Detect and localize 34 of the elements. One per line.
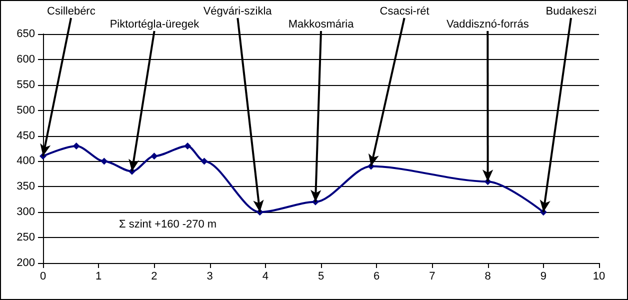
x-tick-label: 10 — [592, 270, 606, 282]
annotation: Csillebérc — [47, 6, 96, 18]
point — [200, 158, 208, 165]
point — [72, 142, 80, 150]
annotation: Budakeszi — [546, 6, 597, 18]
annotation: Σ szint +160 -270 m — [119, 218, 217, 230]
y-tick-label: 550 — [16, 78, 35, 91]
x-tick-label: 9 — [540, 270, 546, 282]
x-tick-label: 4 — [262, 270, 268, 282]
y-tick-label: 500 — [16, 104, 35, 116]
x-tick-label: 6 — [374, 270, 380, 282]
annotation: Végvári-szikla — [203, 6, 273, 18]
x-tick-label: 0 — [40, 270, 46, 282]
x-tick-label: 7 — [429, 270, 436, 282]
y-tick-label: 300 — [16, 206, 35, 218]
x-tick-label: 2 — [151, 270, 158, 282]
point — [184, 142, 192, 150]
y-tick-label: 250 — [16, 232, 35, 244]
annotation: Piktortégla-üregek — [110, 18, 200, 31]
y-tick-label: 600 — [16, 53, 35, 66]
x-tick-label: 5 — [318, 270, 324, 282]
y-tick-label: 200 — [16, 257, 35, 269]
y-tick-label: 650 — [16, 28, 35, 40]
y-tick-label: 450 — [16, 130, 35, 142]
x-tick-label: 1 — [96, 270, 102, 282]
annotation: Makkosmária — [288, 18, 355, 30]
y-tick-label: 350 — [16, 180, 35, 193]
x-tick-label: 3 — [206, 270, 213, 282]
point — [150, 152, 158, 160]
point — [100, 158, 108, 165]
x-tick-label: 8 — [484, 270, 491, 282]
annotation: Vaddisznó-forrás — [446, 18, 530, 30]
y-tick-label: 400 — [16, 155, 35, 168]
annotation: Csacsi-rét — [380, 6, 430, 18]
